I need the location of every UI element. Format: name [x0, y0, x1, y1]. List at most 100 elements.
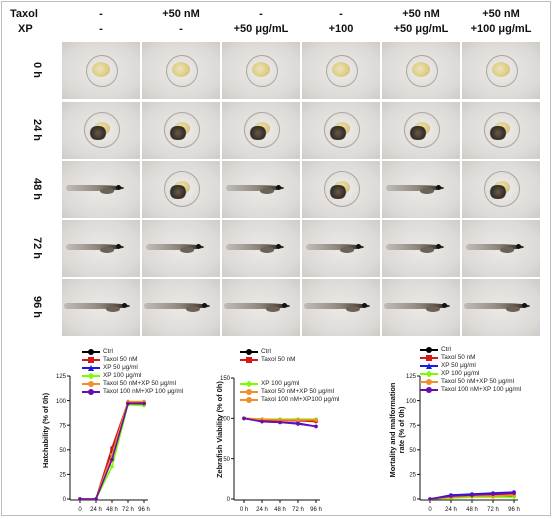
larva-yolk: [420, 247, 434, 253]
x-tick-label: 24 h: [445, 507, 457, 513]
legend-entry: XP 100 μg/ml: [82, 372, 183, 380]
egg-chorion: [486, 55, 518, 87]
legend-entry: Taxol 100 nM+XP 100 μg/ml: [82, 388, 183, 396]
legend-label: Taxol 50 nM: [441, 354, 476, 361]
x-tick-label: 72 h: [122, 507, 134, 513]
legend-entry: Ctrl: [240, 348, 339, 356]
ylabel-mortality: Mortality and malformation rate (% of 0h…: [388, 382, 406, 478]
row-label-taxol: Taxol: [10, 8, 38, 20]
larva-eye: [356, 244, 361, 249]
embryo-image-3-1: [142, 220, 220, 277]
embryo-image-4-2: [222, 279, 300, 336]
y-tick-label: 25: [409, 473, 416, 479]
legend-mortality: Ctrl Taxol 50 nM XP 50 μg/ml XP 100 μg/ml Ta…: [420, 346, 521, 394]
larva-eye: [282, 303, 287, 308]
larva-yolk: [420, 188, 434, 194]
embryo-body: [248, 126, 268, 140]
larva-body: [226, 185, 284, 191]
column-header-xp-3: +100: [328, 23, 354, 35]
larva-eye: [276, 244, 281, 249]
y-tick-label: 0: [63, 497, 67, 503]
legend-entry: Taxol 50 nM+XP 50 μg/ml: [420, 378, 521, 386]
larva-body: [224, 303, 290, 309]
legend-entry: XP 100 μg/ml: [240, 380, 339, 388]
embryo-image-1-3: [302, 102, 380, 159]
data-point: [126, 401, 130, 406]
embryo-body: [168, 126, 188, 140]
larva-body: [386, 244, 444, 250]
embryo-image-3-0: [62, 220, 140, 277]
y-tick-label: 100: [56, 399, 67, 405]
larva-yolk: [186, 306, 200, 312]
larva-yolk: [506, 306, 520, 312]
legend-entry: XP 50 μg/ml: [420, 362, 521, 370]
embryo-body: [328, 126, 348, 140]
column-header-taxol-3: -: [339, 8, 343, 20]
embryo-image-2-0: [62, 161, 140, 218]
larva-yolk: [346, 306, 360, 312]
embryo-image-2-1: [142, 161, 220, 218]
embryo-image-2-3: [302, 161, 380, 218]
column-header-xp-5: +100 μg/mL: [470, 23, 532, 35]
data-point: [428, 497, 432, 501]
egg-yolk: [492, 62, 510, 77]
larva-eye: [116, 185, 121, 190]
column-header-taxol-1: +50 nM: [162, 8, 200, 20]
legend-entry: Taxol 100 nM+XP 100 μg/ml: [420, 386, 521, 394]
larva-yolk: [340, 247, 354, 253]
larva-body: [144, 303, 210, 309]
embryo-image-1-0: [62, 102, 140, 159]
y-tick-label: 50: [409, 448, 416, 454]
embryo-body: [88, 126, 108, 140]
x-tick-label: 24 h: [256, 507, 268, 513]
legend-label: Taxol 100 nM+XP100 μg/ml: [261, 396, 340, 403]
larva-body: [464, 303, 530, 309]
data-point: [296, 422, 300, 426]
larva-eye: [362, 303, 367, 308]
data-point: [260, 419, 264, 424]
x-tick-label: 72 h: [292, 507, 304, 513]
column-header-xp-0: -: [99, 23, 103, 35]
legend-marker: [420, 378, 438, 386]
larva-yolk: [260, 188, 274, 194]
embryo-image-2-4: [382, 161, 460, 218]
y-tick-label: 125: [56, 374, 67, 380]
legend-label: XP 50 μg/ml: [103, 364, 138, 371]
embryo-image-3-3: [302, 220, 380, 277]
x-tick-label: 0: [78, 507, 82, 513]
embryo-image-4-4: [382, 279, 460, 336]
x-tick-label: 96 h: [310, 507, 322, 513]
legend-marker: [420, 346, 438, 354]
larva-body: [386, 185, 444, 191]
embryo-image-0-5: [462, 42, 540, 99]
embryo-image-3-5: [462, 220, 540, 277]
data-point: [110, 446, 114, 450]
y-tick-label: 125: [406, 374, 417, 380]
y-tick-label: 75: [409, 423, 416, 429]
larva-body: [146, 244, 204, 250]
larva-eye: [196, 244, 201, 249]
larva-eye: [436, 244, 441, 249]
column-header-xp-2: +50 μg/mL: [233, 23, 289, 35]
egg-chorion: [406, 55, 438, 87]
larva-body: [66, 244, 124, 250]
ylabel-hatchability: Hatchability (% of 0h): [41, 392, 50, 468]
embryo-body: [488, 126, 508, 140]
legend-entry: Taxol 50 nM+XP 50 μg/ml: [240, 388, 339, 396]
legend-entry: Taxol 50 nM: [82, 356, 183, 364]
x-tick-label: 0: [428, 507, 432, 513]
legend-label: Taxol 100 nM+XP 100 μg/ml: [103, 388, 184, 395]
egg-yolk: [172, 62, 190, 77]
legend-hatchability: Ctrl Taxol 50 nM XP 50 μg/ml XP 100 μg/ml Ta…: [82, 348, 183, 396]
legend-marker: [82, 356, 100, 364]
larva-eye: [202, 303, 207, 308]
x-tick-label: 48 h: [106, 507, 118, 513]
larva-yolk: [100, 247, 114, 253]
larva-yolk: [260, 247, 274, 253]
column-header-taxol-0: -: [99, 8, 103, 20]
row-label-xp: XP: [18, 23, 33, 35]
data-point: [314, 418, 318, 422]
legend-marker: [82, 372, 100, 380]
legend-marker: [82, 364, 100, 372]
